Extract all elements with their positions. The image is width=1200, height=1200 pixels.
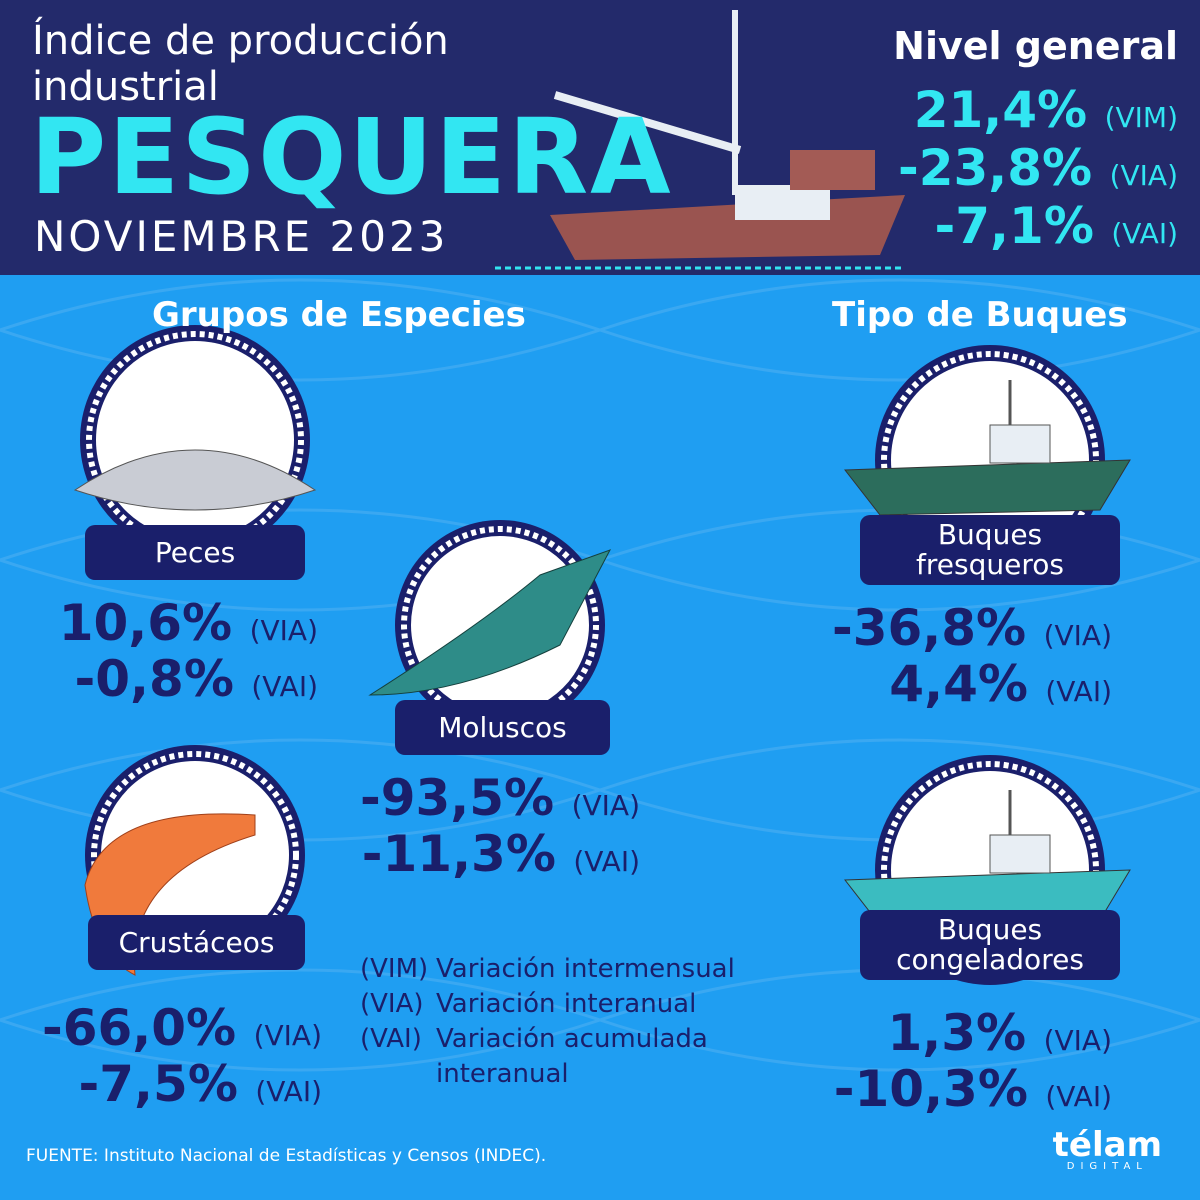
- value: -23,8%: [897, 139, 1093, 197]
- boat-illustration: [495, 10, 905, 270]
- value: -36,8%: [831, 599, 1027, 657]
- tag: (VIM): [1104, 101, 1178, 134]
- value-line: 10,6% (VIA): [59, 595, 318, 659]
- rope: [91, 751, 299, 959]
- squid-icon: [368, 549, 612, 696]
- tag: (VIA): [253, 1019, 322, 1052]
- label: Crustáceos: [88, 915, 305, 970]
- general-value: -23,8% (VIA): [898, 140, 1178, 204]
- value: -93,5%: [359, 769, 555, 827]
- title: Índice de producción industrial: [32, 18, 449, 110]
- value: 10,6%: [58, 594, 233, 652]
- value-line: -0,8% (VAI): [75, 651, 318, 715]
- value: -10,3%: [833, 1060, 1028, 1118]
- value-line: -7,5% (VAI): [79, 1056, 322, 1120]
- legend-text: Variación acumulada: [436, 1024, 708, 1054]
- boat-cabin: [989, 424, 1051, 464]
- value: 21,4%: [913, 81, 1088, 139]
- label: Peces: [85, 525, 305, 580]
- logo-sub: DIGITAL: [1066, 1161, 1148, 1172]
- title-line: industrial: [32, 64, 219, 110]
- tag: (VAI): [1045, 1080, 1112, 1113]
- legend-abbr: (VAI): [360, 1024, 422, 1054]
- legend-abbr: (VIM): [360, 954, 429, 984]
- boat-icon: [844, 459, 1131, 516]
- boat-cabin: [989, 834, 1051, 874]
- tag: (VAI): [573, 845, 640, 878]
- value-line: -66,0% (VIA): [42, 1000, 322, 1064]
- section-title: Tipo de Buques: [832, 295, 1128, 335]
- legend-line: interanual: [360, 1057, 569, 1092]
- value: -11,3%: [361, 825, 556, 883]
- value-line: -10,3% (VAI): [834, 1061, 1112, 1125]
- tag: (VAI): [251, 670, 318, 703]
- label: Buques congeladores: [860, 910, 1120, 980]
- value-line: -11,3% (VAI): [362, 826, 640, 890]
- general-value: 21,4% (VIM): [914, 82, 1178, 146]
- title-line: Índice de producción: [32, 18, 449, 64]
- value: -66,0%: [41, 999, 237, 1057]
- label: Moluscos: [395, 700, 610, 755]
- general-value: -7,1% (VAI): [935, 198, 1178, 262]
- value: -7,1%: [934, 197, 1094, 255]
- value-line: -93,5% (VIA): [360, 770, 640, 834]
- legend-line: (VIM) Variación intermensual: [360, 952, 735, 987]
- label: Buques fresqueros: [860, 515, 1120, 585]
- section-title: Grupos de Especies: [152, 295, 526, 335]
- tag: (VIA): [1109, 159, 1178, 192]
- value: -0,8%: [74, 650, 234, 708]
- general-title: Nivel general: [893, 24, 1178, 68]
- tag: (VIA): [571, 789, 640, 822]
- tag: (VAI): [1111, 217, 1178, 250]
- legend-text: Variación intermensual: [436, 954, 735, 984]
- logo-name: télam: [1052, 1125, 1162, 1165]
- tag: (VIA): [249, 614, 318, 647]
- period: NOVIEMBRE 2023: [34, 212, 449, 261]
- value: 4,4%: [889, 655, 1028, 713]
- tag: (VAI): [255, 1075, 322, 1108]
- value: -7,5%: [78, 1055, 238, 1113]
- legend-text: Variación interanual: [436, 989, 697, 1019]
- value-line: 1,3% (VIA): [887, 1005, 1112, 1069]
- legend-abbr: (VIA): [360, 989, 424, 1019]
- value-line: 4,4% (VAI): [889, 656, 1112, 720]
- legend-text: interanual: [436, 1059, 569, 1089]
- legend-line: (VAI) Variación acumulada: [360, 1022, 708, 1057]
- source: FUENTE: Instituto Nacional de Estadístic…: [26, 1146, 547, 1166]
- value-line: -36,8% (VIA): [832, 600, 1112, 664]
- main-title: PESQUERA: [30, 96, 673, 218]
- tag: (VAI): [1045, 675, 1112, 708]
- legend-line: (VIA) Variación interanual: [360, 987, 696, 1022]
- tag: (VIA): [1043, 1024, 1112, 1057]
- tag: (VIA): [1043, 619, 1112, 652]
- value: 1,3%: [887, 1004, 1027, 1062]
- rope: [401, 526, 599, 724]
- logo: télam DIGITAL: [1053, 1128, 1162, 1172]
- fish-icon: [73, 449, 317, 511]
